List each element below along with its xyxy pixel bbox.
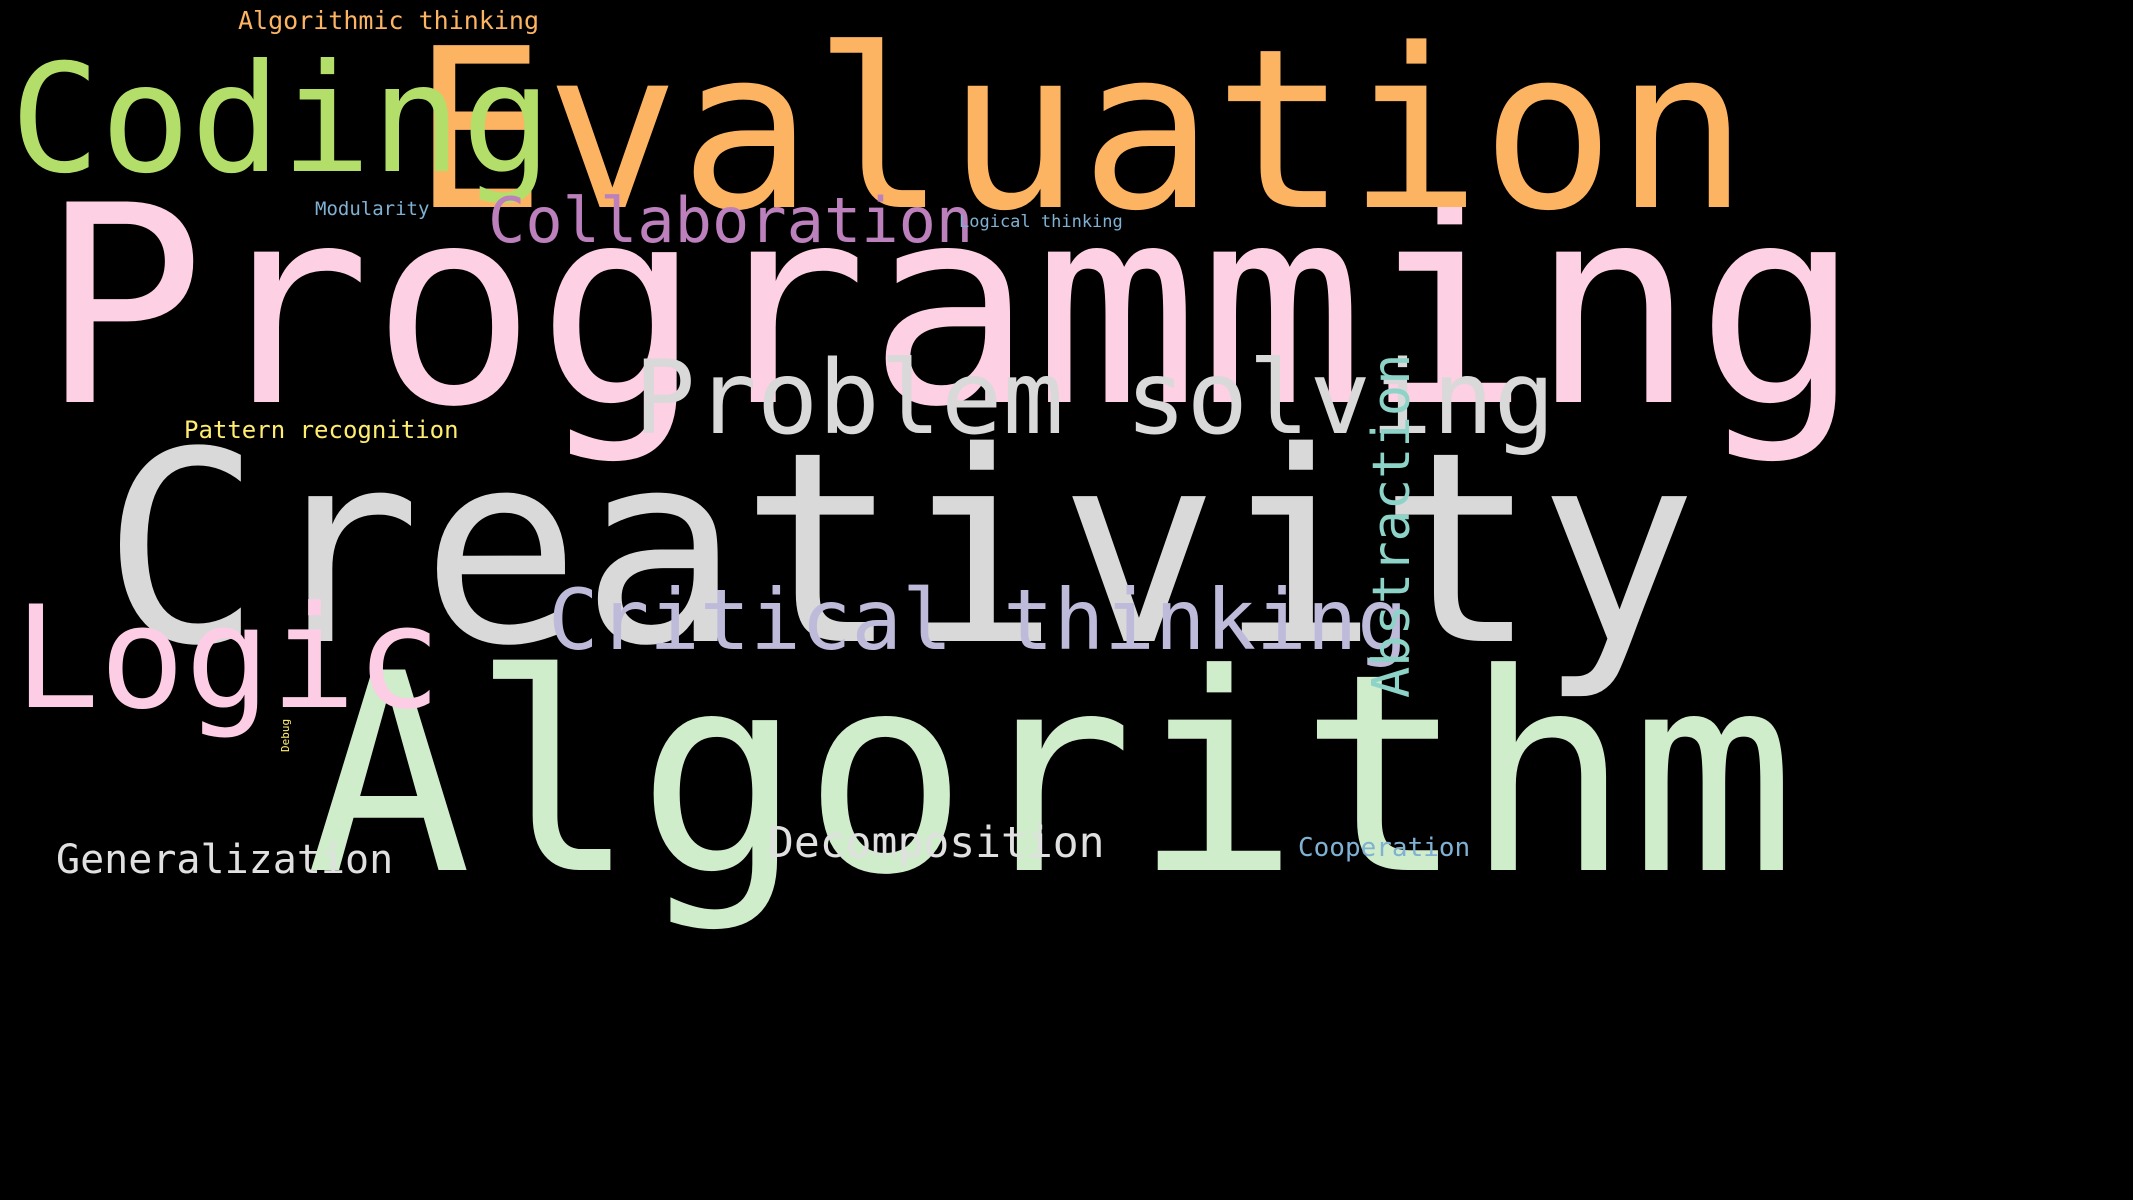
word-decomposition: Decomposition [768, 818, 1105, 868]
word-algorithm: Algorithm [306, 615, 1797, 935]
word-modularity: Modularity [315, 198, 430, 220]
word-creativity: Creativity [102, 396, 1698, 704]
word-logic: Logic [14, 576, 442, 741]
word-coding: Coding [10, 33, 552, 207]
word-generalization: Generalization [56, 837, 394, 883]
word-pattern-recognition: Pattern recognition [184, 416, 459, 444]
word-problem-solving: Problem solving [634, 339, 1556, 458]
word-programming: Programming [40, 147, 1862, 467]
word-cooperation: Cooperation [1298, 833, 1471, 863]
word-logical-thinking: Logical thinking [959, 212, 1123, 232]
word-collaboration: Collaboration [488, 184, 974, 257]
word-debug: Debug [279, 718, 292, 752]
word-abstraction: Abstraction [1362, 353, 1422, 698]
word-evaluation: Evaluation [412, 2, 1749, 260]
word-algorithmic-thinking: Algorithmic thinking [238, 6, 540, 35]
word-critical-thinking: Critical thinking [548, 571, 1408, 669]
